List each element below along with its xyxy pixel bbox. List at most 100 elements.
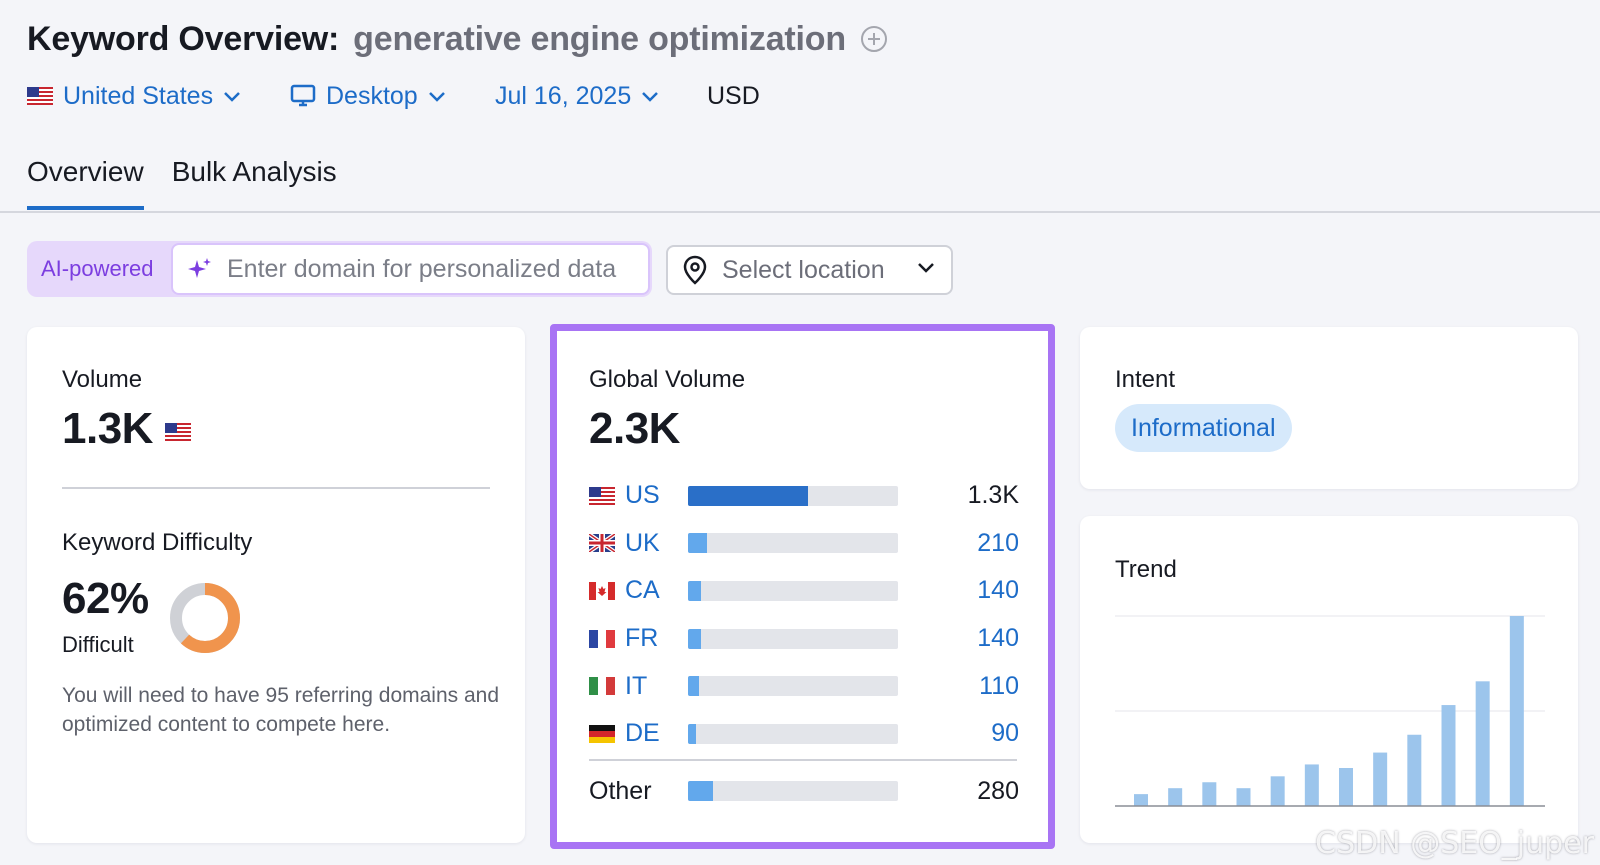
volume-value-row: 1.3K bbox=[62, 404, 191, 454]
sparkle-icon bbox=[188, 258, 211, 278]
currency-label: USD bbox=[707, 81, 760, 110]
kd-level: Difficult bbox=[62, 632, 134, 657]
fr-flag-icon bbox=[589, 629, 615, 648]
country-code[interactable]: US bbox=[625, 481, 660, 510]
trend-card bbox=[1080, 516, 1578, 843]
volume-bar-fill bbox=[688, 676, 699, 697]
add-keyword-icon[interactable] bbox=[860, 25, 888, 53]
global-volume-value: 2.3K bbox=[589, 404, 680, 453]
page-header: Keyword Overview: generative engine opti… bbox=[27, 18, 888, 60]
country-row-ca: CA 140 bbox=[589, 567, 1019, 615]
country-volume: 1.3K bbox=[967, 481, 1019, 510]
de-flag-icon bbox=[589, 724, 615, 743]
volume-bar-fill bbox=[688, 781, 714, 801]
trend-bar[interactable] bbox=[1407, 734, 1422, 806]
page-title: Keyword Overview: bbox=[27, 19, 340, 58]
country-row-fr: FR 140 bbox=[589, 615, 1019, 663]
country-dropdown[interactable]: United States bbox=[27, 82, 241, 111]
volume-bar-fill bbox=[688, 628, 701, 649]
volume-bar bbox=[688, 723, 898, 744]
watermark: CSDN @SEO_juper bbox=[1315, 826, 1594, 861]
volume-bar bbox=[688, 533, 898, 554]
trend-bar[interactable] bbox=[1441, 705, 1456, 806]
trend-bar[interactable] bbox=[1304, 764, 1319, 806]
tab-overview[interactable]: Overview bbox=[27, 150, 144, 210]
volume-card bbox=[27, 327, 525, 843]
other-countries-row: Other 280 bbox=[589, 766, 1019, 816]
global-volume-label: Global Volume bbox=[589, 366, 746, 393]
domain-input-placeholder: Enter domain for personalized data bbox=[227, 254, 617, 283]
kd-description: You will need to have 95 referring domai… bbox=[62, 684, 500, 736]
volume-bar bbox=[688, 580, 898, 601]
trend-bar[interactable] bbox=[1373, 752, 1388, 806]
filters-bar: United States Desktop Jul 16, 2025 USD bbox=[27, 76, 787, 116]
other-label: Other bbox=[589, 776, 652, 805]
kd-donut-chart bbox=[170, 583, 240, 653]
chevron-down-icon bbox=[918, 263, 934, 273]
kd-donut-fill bbox=[170, 583, 240, 653]
trend-chart bbox=[1115, 615, 1545, 807]
tab-bulk-analysis[interactable]: Bulk Analysis bbox=[171, 156, 337, 187]
device-dropdown[interactable]: Desktop bbox=[290, 82, 446, 111]
trend-bar[interactable] bbox=[1168, 788, 1183, 806]
volume-divider bbox=[62, 487, 490, 489]
desktop-icon bbox=[290, 84, 316, 107]
chevron-down-icon bbox=[224, 92, 240, 102]
volume-bar bbox=[688, 781, 898, 801]
country-volume-list: US 1.3K UK 210 CA 140 FR 140 IT 110 DE 9… bbox=[589, 472, 1019, 758]
uk-flag-icon bbox=[589, 534, 615, 553]
trend-bar[interactable] bbox=[1270, 776, 1285, 806]
volume-bar-fill bbox=[688, 723, 697, 744]
country-row-it: IT 110 bbox=[589, 662, 1019, 710]
country-row-us: US 1.3K bbox=[589, 472, 1019, 520]
country-label: United States bbox=[63, 81, 214, 110]
us-flag-icon bbox=[27, 87, 53, 105]
volume-bar bbox=[688, 485, 898, 506]
country-code[interactable]: FR bbox=[625, 624, 659, 653]
volume-bar-fill bbox=[688, 485, 808, 506]
trend-bar[interactable] bbox=[1475, 681, 1490, 806]
country-code[interactable]: CA bbox=[625, 576, 660, 605]
intent-badge: Informational bbox=[1115, 404, 1292, 452]
chevron-down-icon bbox=[642, 92, 659, 102]
country-volume[interactable]: 110 bbox=[979, 671, 1019, 700]
it-flag-icon bbox=[589, 677, 615, 696]
location-select[interactable]: Select location bbox=[666, 245, 953, 295]
us-flag-icon bbox=[589, 486, 615, 505]
trend-bar[interactable] bbox=[1202, 782, 1217, 806]
volume-bar-fill bbox=[688, 533, 707, 554]
country-row-uk: UK 210 bbox=[589, 520, 1019, 568]
intent-label: Intent bbox=[1115, 366, 1176, 393]
trend-bar[interactable] bbox=[1134, 794, 1148, 806]
ai-powered-badge: AI-powered bbox=[41, 256, 154, 281]
volume-value: 1.3K bbox=[62, 404, 153, 453]
country-volume[interactable]: 140 bbox=[977, 576, 1019, 605]
date-dropdown[interactable]: Jul 16, 2025 bbox=[495, 82, 659, 111]
date-label: Jul 16, 2025 bbox=[495, 81, 632, 110]
country-code[interactable]: UK bbox=[625, 528, 660, 557]
trend-bar[interactable] bbox=[1509, 616, 1524, 806]
global-divider bbox=[589, 759, 1017, 761]
country-volume[interactable]: 140 bbox=[977, 624, 1019, 653]
tab-bar: Overview Bulk Analysis bbox=[27, 150, 337, 210]
location-placeholder: Select location bbox=[722, 255, 885, 284]
location-pin-icon bbox=[683, 255, 707, 285]
country-code[interactable]: DE bbox=[625, 719, 660, 748]
volume-label: Volume bbox=[62, 366, 143, 393]
trend-bar[interactable] bbox=[1339, 768, 1353, 806]
other-volume: 280 bbox=[977, 776, 1019, 805]
ca-flag-icon bbox=[589, 581, 615, 600]
volume-bar bbox=[688, 676, 898, 697]
country-volume[interactable]: 210 bbox=[977, 528, 1019, 557]
kd-value: 62% bbox=[62, 574, 149, 623]
us-flag-icon bbox=[164, 423, 191, 441]
country-volume[interactable]: 90 bbox=[991, 719, 1019, 748]
trend-bar[interactable] bbox=[1236, 788, 1251, 806]
domain-input[interactable]: Enter domain for personalized data bbox=[171, 243, 650, 295]
device-label: Desktop bbox=[326, 81, 418, 110]
country-row-de: DE 90 bbox=[589, 710, 1019, 758]
kd-label: Keyword Difficulty bbox=[62, 529, 253, 556]
volume-bar-fill bbox=[688, 580, 701, 601]
tab-divider bbox=[0, 211, 1600, 213]
country-code[interactable]: IT bbox=[625, 671, 648, 700]
